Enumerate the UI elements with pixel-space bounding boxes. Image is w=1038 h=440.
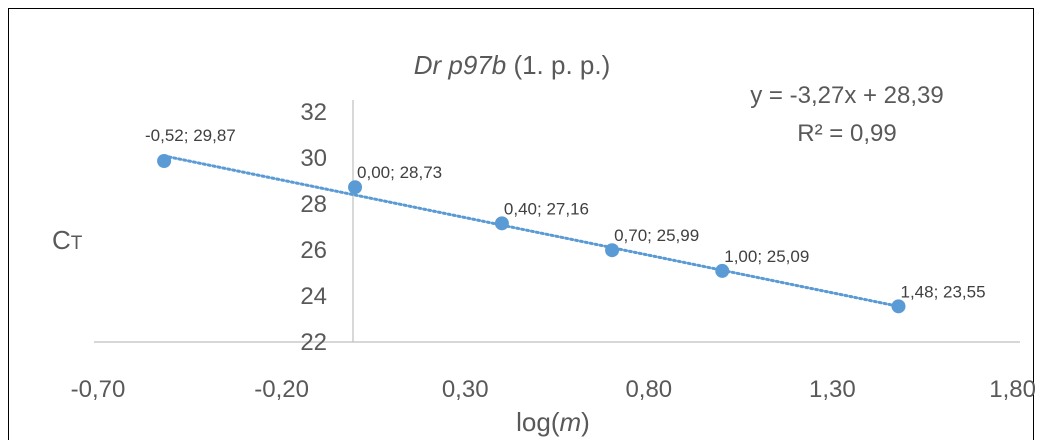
trendline bbox=[162, 154, 900, 308]
data-label: -0,52; 29,87 bbox=[145, 126, 236, 145]
data-point bbox=[348, 180, 363, 195]
y-axis-title: CT bbox=[52, 225, 83, 255]
trendline-equation: y = -3,27x + 28,39 bbox=[750, 82, 943, 109]
data-labels: -0,52; 29,87 0,00; 28,73 0,40; 27,16 0,70; … bbox=[145, 126, 986, 301]
x-tick-label: 1,80 bbox=[989, 376, 1036, 403]
x-tick-labels: -0,70 -0,20 0,30 0,80 1,30 1,80 bbox=[71, 376, 1036, 403]
x-axis-title: log(m) bbox=[516, 407, 590, 437]
x-tick-label: 1,30 bbox=[809, 376, 856, 403]
data-label: 0,40; 27,16 bbox=[504, 199, 589, 218]
y-tick-label: 32 bbox=[300, 99, 327, 126]
y-tick-label: 30 bbox=[300, 145, 327, 172]
trendline-r-squared: R² = 0,99 bbox=[797, 120, 896, 147]
x-tick-label: 0,30 bbox=[442, 376, 489, 403]
y-tick-label: 26 bbox=[300, 237, 327, 264]
data-point bbox=[157, 153, 172, 168]
data-label: 1,48; 23,55 bbox=[900, 282, 985, 301]
y-tick-labels: 22 24 26 28 30 32 bbox=[300, 99, 327, 356]
data-point bbox=[715, 263, 730, 278]
y-tick-label: 22 bbox=[300, 329, 327, 356]
y-tick-label: 28 bbox=[300, 191, 327, 218]
chart-title: Dr p97b (1. p. p.) bbox=[414, 50, 611, 80]
data-point bbox=[891, 299, 906, 314]
data-label: 0,70; 25,99 bbox=[614, 226, 699, 245]
y-tick-label: 24 bbox=[300, 283, 327, 310]
data-points bbox=[157, 153, 906, 314]
chart-frame bbox=[8, 8, 1034, 440]
data-label: 1,00; 25,09 bbox=[724, 247, 809, 266]
x-tick-label: -0,20 bbox=[254, 376, 309, 403]
x-tick-label: -0,70 bbox=[71, 376, 126, 403]
data-label: 0,00; 28,73 bbox=[357, 163, 442, 182]
data-point bbox=[494, 216, 509, 231]
data-point bbox=[605, 243, 620, 258]
x-tick-label: 0,80 bbox=[625, 376, 672, 403]
